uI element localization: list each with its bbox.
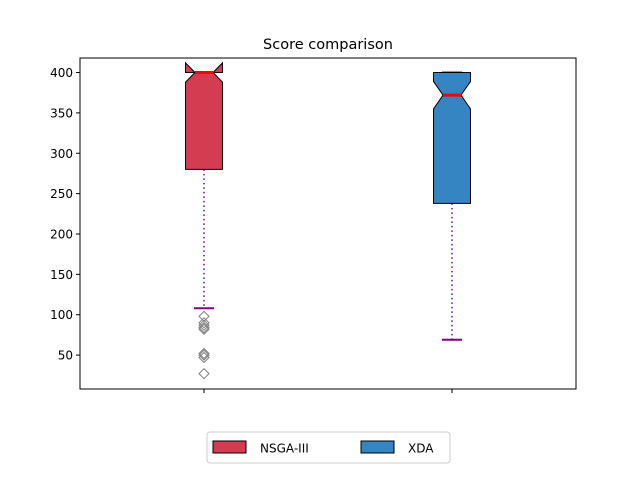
legend-label: NSGA-III — [260, 442, 309, 456]
boxes-layer — [185, 61, 471, 380]
box-body — [185, 61, 223, 170]
outlier-point — [198, 321, 210, 334]
y-axis: 50 100 150 200 250 300 350 400 — [50, 66, 80, 363]
plot-area-frame — [79, 57, 577, 390]
legend-swatch — [212, 440, 247, 454]
outlier-point — [198, 319, 210, 331]
box-nsga-iii — [185, 61, 223, 380]
y-tick-label: 300 — [50, 147, 73, 161]
outlier-point — [198, 349, 210, 361]
outlier-point — [198, 310, 210, 323]
legend: NSGA-III XDA — [206, 431, 451, 464]
y-tick-label: 150 — [50, 268, 73, 282]
y-tick-label: 400 — [50, 66, 73, 80]
outlier-point — [198, 323, 210, 335]
chart-title: Score comparison — [263, 37, 393, 53]
legend-frame — [206, 431, 451, 464]
x-axis — [203, 389, 453, 393]
y-tick-label: 350 — [50, 106, 73, 120]
y-tick-label: 200 — [50, 227, 73, 241]
legend-swatch — [360, 440, 395, 454]
outlier-point — [198, 347, 210, 360]
outlier-point — [198, 367, 210, 380]
outlier-point — [198, 351, 210, 364]
box-xda — [433, 71, 471, 341]
y-tick-label: 100 — [50, 308, 73, 322]
box-body — [433, 72, 471, 204]
y-tick-label: 250 — [50, 187, 73, 201]
y-tick-label: 50 — [58, 349, 73, 363]
legend-label: XDA — [408, 442, 434, 456]
outlier-point — [198, 317, 210, 329]
